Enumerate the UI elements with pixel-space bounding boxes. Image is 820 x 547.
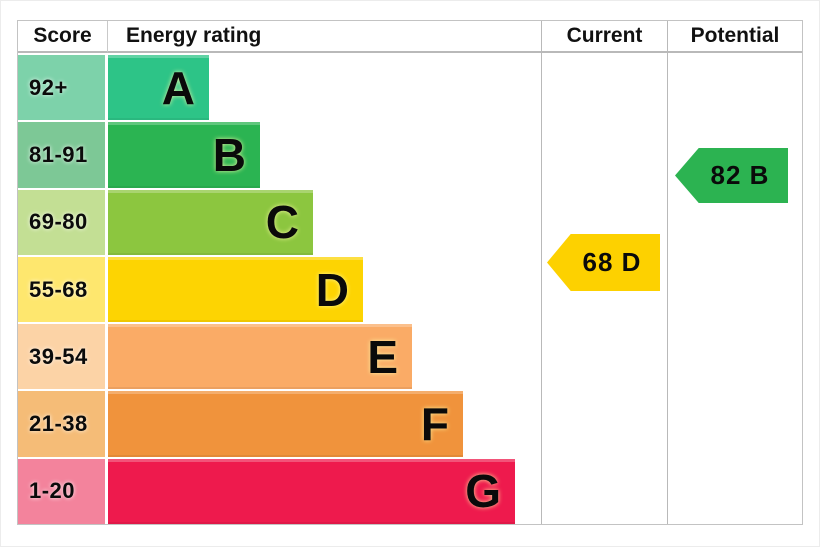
score-range-label: 69-80 (29, 209, 88, 235)
rating-bar: G (108, 458, 515, 525)
rating-letter: F (420, 398, 449, 451)
current-rating-arrow: 68 D (547, 234, 660, 291)
potential-column-cell (667, 322, 802, 390)
energy-rating-cell: F (108, 389, 541, 457)
energy-rating-cell: C (108, 187, 541, 255)
header-score: Score (18, 21, 108, 53)
score-range-cell: 81-91 (18, 120, 108, 188)
score-range-cell: 55-68 (18, 254, 108, 323)
score-range-label: 81-91 (29, 141, 88, 167)
energy-rating-cell: B (108, 120, 541, 188)
current-column-cell (541, 389, 667, 457)
energy-rating-cell: E (108, 322, 541, 390)
rating-bar: A (108, 55, 209, 121)
potential-column-cell (667, 254, 802, 323)
current-column-cell (541, 322, 667, 390)
rating-bar: B (108, 122, 260, 188)
energy-rating-cell: G (108, 456, 541, 525)
score-range-label: 55-68 (29, 276, 88, 302)
header-potential: Potential (667, 21, 802, 53)
rating-letter: D (315, 263, 349, 316)
potential-column-cell (667, 53, 802, 121)
current-column-cell (541, 456, 667, 525)
score-range-cell: 92+ (18, 53, 108, 121)
potential-column-cell (667, 456, 802, 525)
score-range-label: 21-38 (29, 411, 88, 437)
rating-bar: C (108, 189, 313, 255)
potential-rating-label: 82 B (710, 160, 770, 190)
energy-rating-cell: A (108, 53, 541, 121)
rating-letter: C (265, 196, 299, 249)
current-column-cell (541, 120, 667, 188)
epc-grid: Score Energy rating Current Potential 92… (18, 21, 802, 525)
score-range-cell: 39-54 (18, 322, 108, 390)
rating-letter: A (161, 61, 195, 114)
rating-letter: B (212, 128, 246, 181)
rating-bar: E (108, 324, 412, 390)
score-range-cell: 1-20 (18, 456, 108, 525)
score-range-cell: 69-80 (18, 187, 108, 255)
header-energy-rating: Energy rating (108, 21, 541, 53)
score-range-label: 92+ (29, 74, 68, 100)
energy-rating-cell: D (108, 254, 541, 323)
epc-table: Score Energy rating Current Potential 92… (17, 20, 803, 525)
rating-letter: E (367, 330, 398, 383)
current-column-cell (541, 53, 667, 121)
rating-letter: G (465, 465, 501, 518)
score-range-label: 39-54 (29, 343, 88, 369)
header-current: Current (541, 21, 667, 53)
potential-rating-arrow: 82 B (675, 148, 788, 203)
score-range-label: 1-20 (29, 478, 76, 504)
potential-column-cell (667, 389, 802, 457)
rating-bar: D (108, 256, 363, 323)
score-range-cell: 21-38 (18, 389, 108, 457)
current-rating-label: 68 D (582, 247, 642, 277)
rating-bar: F (108, 391, 463, 457)
